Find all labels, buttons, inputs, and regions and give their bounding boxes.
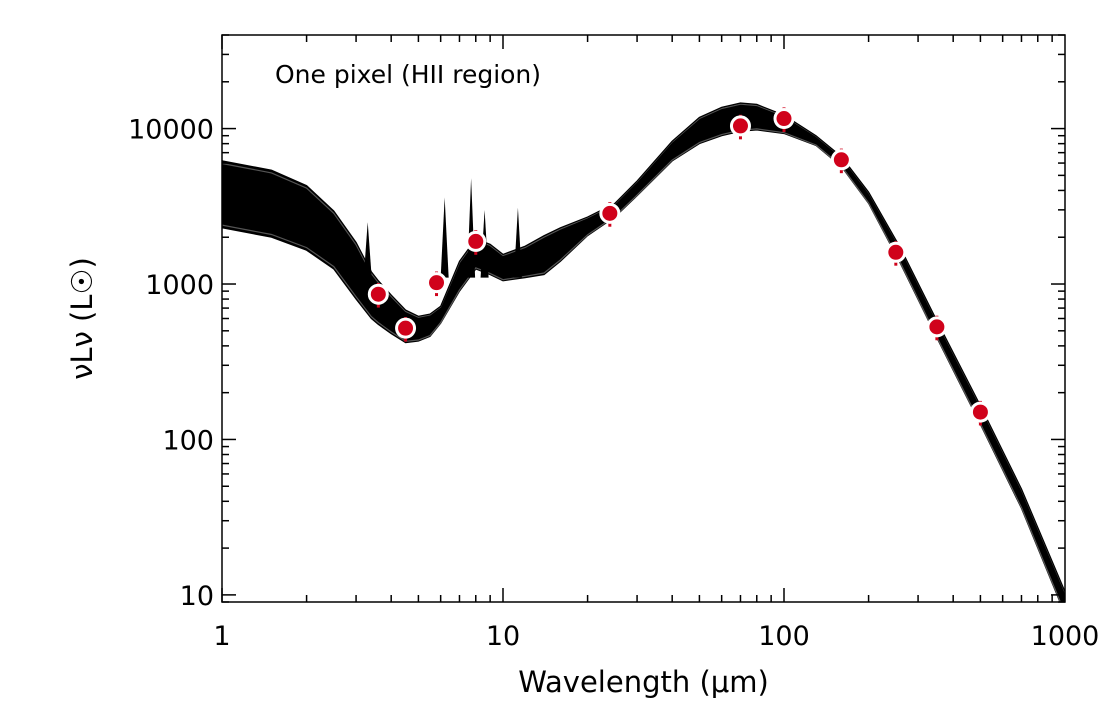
y-tick-label: 1000 bbox=[145, 270, 214, 301]
annotation-text: One pixel (HII region) bbox=[275, 60, 541, 89]
data-point bbox=[969, 401, 991, 423]
y-tick-label: 10000 bbox=[128, 115, 214, 146]
data-point bbox=[426, 272, 448, 294]
data-point bbox=[729, 115, 751, 137]
pah-feature bbox=[363, 222, 372, 278]
pah-feature bbox=[513, 207, 522, 278]
x-tick-labels: 1 10 100 1000 bbox=[213, 621, 1099, 652]
data-point bbox=[367, 283, 389, 305]
x-axis-title: Wavelength (μm) bbox=[518, 665, 769, 699]
x-tick-label: 100 bbox=[758, 621, 810, 652]
data-point bbox=[773, 108, 795, 130]
model-sed-line bbox=[222, 129, 1061, 602]
model-sed-line bbox=[222, 128, 1061, 602]
axis-ticks bbox=[221, 34, 1065, 603]
y-tick-labels: 10 100 1000 10000 bbox=[128, 115, 214, 612]
data-point bbox=[465, 230, 487, 252]
data-point bbox=[926, 316, 948, 338]
y-tick-label: 100 bbox=[162, 425, 214, 456]
x-tick-label: 1 bbox=[213, 621, 230, 652]
model-sed-band bbox=[222, 103, 1065, 602]
data-point bbox=[885, 241, 907, 263]
model-sed-band-fill bbox=[222, 103, 1065, 602]
y-tick-label: 10 bbox=[180, 581, 214, 612]
data-point bbox=[830, 149, 852, 171]
x-tick-label: 10 bbox=[486, 621, 520, 652]
y-axis-title: νLν (L☉) bbox=[65, 257, 99, 380]
pah-feature bbox=[440, 197, 449, 278]
pah-feature bbox=[467, 178, 476, 278]
data-point bbox=[599, 202, 621, 224]
observed-points bbox=[367, 107, 991, 426]
x-tick-label: 1000 bbox=[1031, 621, 1100, 652]
data-point bbox=[395, 317, 417, 339]
